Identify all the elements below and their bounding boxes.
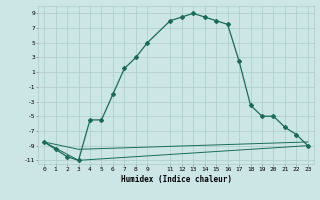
X-axis label: Humidex (Indice chaleur): Humidex (Indice chaleur) (121, 175, 231, 184)
